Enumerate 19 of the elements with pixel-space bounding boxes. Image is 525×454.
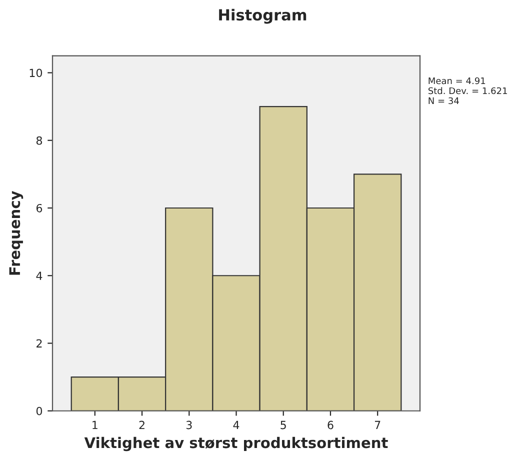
text: Std. Dev. = 1.621	[428, 87, 507, 94]
y-tick-label: 0	[36, 406, 42, 416]
x-axis-title: Viktighet av størst produktsortiment	[84, 436, 388, 452]
y-tick-label: 2	[36, 339, 42, 348]
x-tick-label: 7	[374, 420, 380, 430]
x-tick-label: 6	[328, 420, 334, 430]
x-tick-label: 3	[186, 420, 192, 430]
y-tick-label: 4	[36, 272, 42, 280]
y-tick-label: 6	[36, 204, 42, 212]
x-tick-label: 5	[280, 420, 286, 430]
y-tick-label: 8	[36, 136, 42, 145]
x-tick-label: 2	[139, 420, 144, 430]
text: Mean = 4.91	[428, 77, 486, 84]
chart-title: Histogram	[219, 8, 306, 24]
y-axis-title: Frequency	[9, 190, 24, 275]
text: N = 34	[428, 97, 459, 104]
x-tick-label: 4	[233, 420, 240, 430]
y-tick-label: 10	[30, 68, 42, 78]
x-tick-label: 1	[92, 420, 98, 430]
